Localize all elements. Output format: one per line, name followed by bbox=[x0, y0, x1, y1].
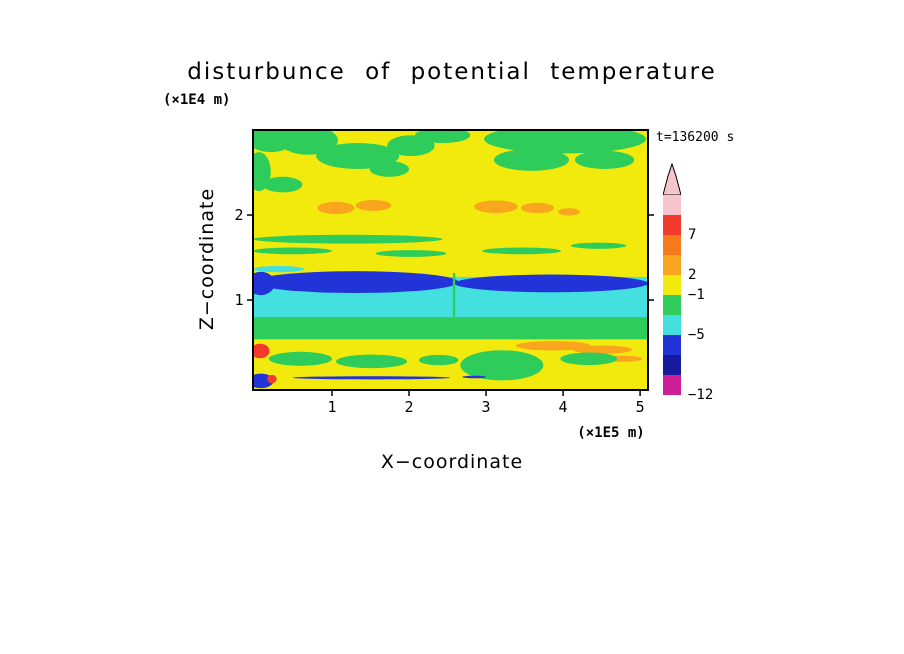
contour-region-green bbox=[335, 354, 408, 369]
x-tick-label-3: 3 bbox=[481, 398, 491, 416]
contour-region-navy bbox=[253, 271, 275, 296]
y-tick-label-1: 1 bbox=[234, 291, 244, 310]
contour-region-red bbox=[267, 374, 277, 384]
plot-frame bbox=[252, 129, 649, 391]
x-axis-label: X−coordinate bbox=[380, 451, 524, 473]
contour-region-green bbox=[574, 150, 635, 169]
contour-region-orange bbox=[520, 202, 554, 214]
colorbar-segment-8 bbox=[663, 355, 681, 375]
contour-region-orange bbox=[474, 200, 518, 213]
contour-region-green bbox=[482, 247, 562, 255]
contour-plot bbox=[247, 129, 654, 396]
colorbar-label-−12: −12 bbox=[688, 387, 714, 403]
contour-region-green bbox=[484, 130, 647, 154]
contour-field bbox=[253, 130, 648, 390]
contour-region-navy bbox=[292, 376, 451, 380]
contour-region-orange bbox=[557, 208, 581, 216]
contour-region-cyan bbox=[253, 265, 305, 273]
colorbar-arrow bbox=[663, 163, 681, 196]
contour-region-green bbox=[418, 354, 459, 366]
colorbar-segment-7 bbox=[663, 335, 681, 355]
colorbar-segment-5 bbox=[663, 295, 681, 315]
colorbar-label-−1: −1 bbox=[688, 287, 705, 303]
contour-region-green bbox=[253, 234, 443, 244]
contour-region-green bbox=[375, 250, 447, 257]
contour-region-green bbox=[369, 161, 410, 177]
chart-title: disturbunce of potential temperature bbox=[187, 59, 717, 85]
colorbar-segment-1 bbox=[663, 215, 681, 235]
contour-region-green bbox=[452, 273, 456, 318]
contour-region-green bbox=[414, 130, 471, 143]
colorbar bbox=[663, 163, 681, 395]
contour-region-green bbox=[460, 350, 544, 381]
x-tick-label-2: 2 bbox=[404, 398, 414, 416]
y-tick-label-2: 2 bbox=[234, 206, 244, 225]
colorbar-segment-0 bbox=[663, 195, 681, 215]
contour-region-orange bbox=[572, 345, 633, 354]
contour-region-green bbox=[262, 176, 303, 193]
x-tick-label-1: 1 bbox=[327, 398, 337, 416]
y-axis-unit: (×1E4 m) bbox=[163, 92, 231, 108]
y-axis-label: Z−coordinate bbox=[196, 187, 218, 331]
time-label: t=136200 s bbox=[656, 130, 735, 145]
colorbar-label-2: 2 bbox=[688, 267, 697, 283]
x-tick-label-4: 4 bbox=[558, 398, 568, 416]
contour-region-red bbox=[253, 343, 270, 359]
contour-region-navy bbox=[462, 375, 487, 379]
contour-region-green bbox=[253, 247, 332, 255]
contour-region-navy bbox=[454, 274, 648, 293]
contour-region-green bbox=[278, 130, 338, 155]
contour-region-green bbox=[560, 352, 618, 366]
contour-region-green bbox=[493, 148, 569, 171]
colorbar-label-−5: −5 bbox=[688, 327, 705, 343]
colorbar-segment-2 bbox=[663, 235, 681, 255]
colorbar-segment-6 bbox=[663, 315, 681, 335]
colorbar-segment-3 bbox=[663, 255, 681, 275]
colorbar-label-7: 7 bbox=[688, 227, 697, 243]
contour-region-orange bbox=[515, 341, 591, 351]
contour-region-green bbox=[570, 242, 627, 249]
colorbar-segment-4 bbox=[663, 275, 681, 295]
colorbar-segment-9 bbox=[663, 375, 681, 395]
contour-region-green bbox=[253, 317, 648, 340]
contour-region-orange bbox=[355, 199, 392, 211]
x-axis-unit: (×1E5 m) bbox=[577, 425, 645, 441]
contour-region-orange bbox=[317, 201, 355, 215]
x-tick-label-5: 5 bbox=[635, 398, 645, 416]
contour-region-green bbox=[268, 351, 332, 366]
contour-region-navy bbox=[253, 271, 459, 294]
